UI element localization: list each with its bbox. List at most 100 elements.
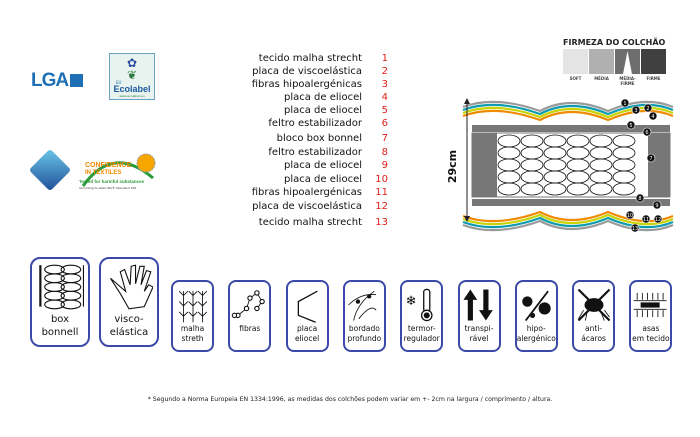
firmness-level-label: MÉDIA-FIRME [619,76,636,86]
diagram-marker: 10 [627,213,633,219]
quilting-icon [348,290,377,321]
layer-number: 4 [381,92,388,103]
feature-label: transpi- rável [464,324,494,343]
diagram-marker: 4 [651,114,654,120]
layer-item: placa de eliocel 4 [218,91,388,104]
firmness-level [615,49,640,74]
layer-label: placa de viscoelástica [252,66,362,77]
hand-icon [109,264,153,310]
firmness-level-label: FIRME [646,76,661,81]
diagram-marker: 9 [655,203,658,209]
feature-breathable-arrows: transpi- rável [457,280,501,352]
firmness-level-label: MÉDIA [594,76,609,81]
box-bonnell-icon [39,264,84,310]
layer-number: 12 [375,201,388,212]
layer-item: fibras hipoalergénicas 3 [218,78,388,91]
hypoallergenic-icon [522,290,551,322]
feature-thermometer: ❄ termor- regulador [400,280,444,352]
layer-item: placa de viscoelástica 12 [218,200,388,213]
ecolabel-logo: ✿ ❦ EU Ecolabel www.ecolabel.eu [109,53,155,100]
layer-item: feltro estabilizador 6 [218,117,388,130]
diagram-marker: 6 [645,130,648,136]
feature-quilting: bordado profundo [342,280,386,352]
layer-label: fibras hipoalergénicas [251,79,362,90]
diagram-marker: 7 [649,156,652,162]
layer-label: tecido malha strecht [258,53,362,64]
layer-number: 11 [375,187,388,198]
feature-label: visco- elástica [109,314,149,338]
feature-label: bordado profundo [347,324,382,343]
layer-label: fibras hipoalergénicas [251,187,362,198]
selected-marker-icon [623,51,632,74]
feature-label: anti- ácaros [581,324,606,343]
feature-plate: placa eliocel [285,280,329,352]
layer-label: placa de eliocel [284,160,362,171]
layer-number: 1 [381,53,388,64]
layer-item: placa de eliocel 5 [218,104,388,117]
diagram-marker: 2 [646,106,649,112]
layer-item: placa de viscoelástica 2 [218,65,388,78]
feature-label: box bonnell [41,314,79,338]
diagram-marker: 8 [638,196,641,202]
layer-label: placa de eliocel [284,174,362,185]
layer-number: 5 [381,105,388,116]
layer-item: placa de eliocel 9 [218,159,388,172]
feature-hand: visco- elástica [99,257,159,347]
lga-logo: LGA [31,70,84,92]
fibers-icon [231,290,265,319]
layer-number: 8 [381,147,388,158]
layer-item: tecido malha strecht 13 [218,216,388,229]
layer-number: 6 [381,118,388,129]
feature-label: malha streth [180,324,205,343]
layer-number: 3 [381,79,388,90]
feature-box-bonnell: box bonnell [30,257,90,347]
feature-handles: asas em tecido [629,280,673,352]
feature-hypoallergenic: hipo- alergénico [514,280,558,352]
layer-item: feltro estabilizador 8 [218,146,388,159]
diagram-marker: 5 [629,123,632,129]
footnote: * Segundo a Norma Europeia EN 1334:1996,… [147,396,553,403]
layer-label: placa de eliocel [284,92,362,103]
anti-mite-icon [577,288,610,322]
mattress-quality-seal [28,148,72,192]
diagram-marker: 12 [655,217,661,223]
feature-label: fibras [239,324,261,333]
firmness-level [641,49,666,74]
layer-item: bloco box bonnel 7 [218,132,388,145]
mesh-icon [178,290,207,323]
layer-number: 10 [375,174,388,185]
layer-item: fibras hipoalergénicas 11 [218,186,388,199]
layer-label: tecido malha strecht [258,217,362,228]
firmness-title: FIRMEZA DO COLCHÃO [563,38,666,47]
layer-number: 9 [381,160,388,171]
layer-item: tecido malha strecht 1 [218,52,388,65]
handles-icon [633,292,667,318]
diagram-marker: 13 [632,226,638,232]
layer-number: 2 [381,66,388,77]
firmness-level-label: SOFT [569,76,582,81]
diagram-marker: 11 [643,217,649,223]
layer-number: 7 [381,133,388,144]
layer-item: placa de eliocel 10 [218,173,388,186]
feature-fibers: fibras [228,280,272,352]
layer-label: bloco box bonnel [276,133,362,144]
feature-label: termor- regulador [403,324,440,343]
thermometer-icon: ❄ [405,288,433,322]
feature-label: hipo- alergénico [516,324,556,343]
diagram-marker: 3 [634,108,637,114]
plate-icon [297,290,318,323]
feature-label: placa eliocel [294,324,320,343]
firmness-level [563,49,588,74]
feature-label: asas em tecido [632,324,670,343]
layer-label: feltro estabilizador [268,118,362,129]
layer-label: feltro estabilizador [268,147,362,158]
svg-text:❄: ❄ [405,294,416,309]
diagram-marker: 1 [623,101,626,107]
oeko-tex-logo: CONFIDENCE IN TEXTILES Tested for harmfu… [78,148,160,198]
breathable-arrows-icon [463,289,493,321]
layer-label: placa de viscoelástica [252,201,362,212]
layer-label: placa de eliocel [284,105,362,116]
feature-mesh: malha streth [171,280,214,352]
feature-anti-mite: anti- ácaros [572,280,616,352]
